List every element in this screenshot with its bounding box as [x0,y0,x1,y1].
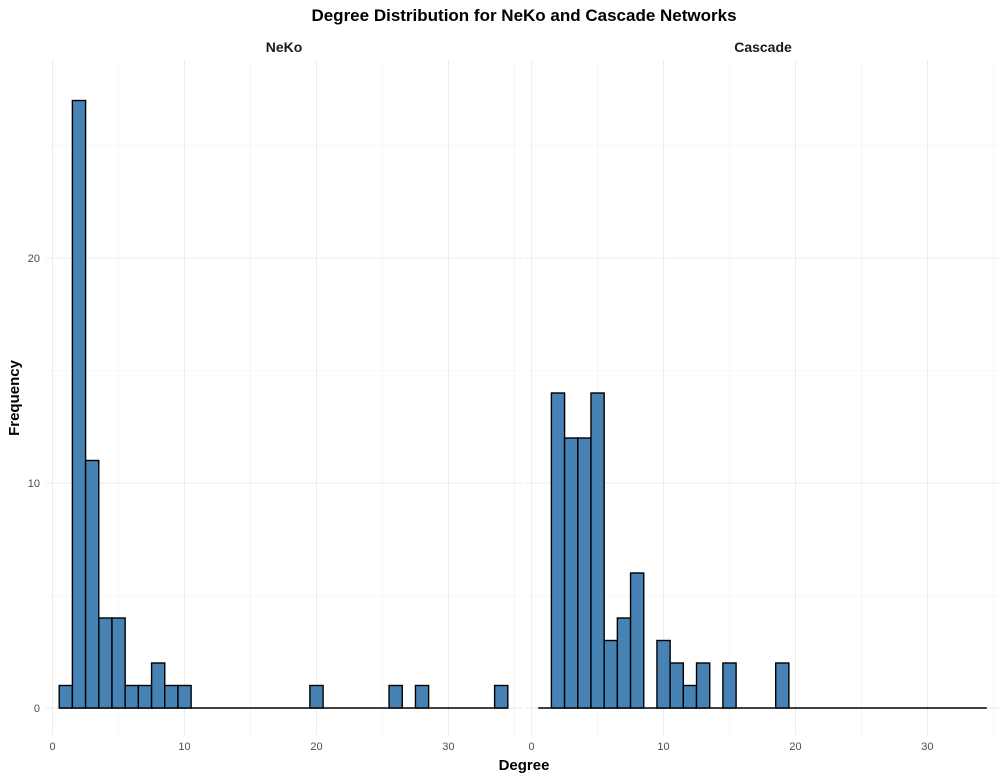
bars-neko [58,99,509,709]
histogram-bar [656,639,671,709]
histogram-bar [98,617,113,709]
panel-title-cascade: Cascade [734,39,792,55]
histogram-bar [695,662,711,709]
y-tick-label: 10 [28,478,40,490]
histogram-bar [603,639,619,709]
histogram-bar [111,617,126,709]
histogram-bar [563,437,579,709]
x-tick-label: 0 [50,741,56,753]
histogram-bar [164,684,179,709]
histogram-bar [616,617,632,709]
histogram-bar [722,662,737,709]
histogram-bar [84,459,100,709]
x-ticks-cascade: 0 10 20 30 [529,741,934,753]
histogram-bar [682,684,698,709]
x-ticks-neko: 0 10 20 30 [50,741,455,753]
x-axis-title: Degree [499,757,550,774]
panel-cascade: Cascade 0 10 20 30 [525,39,1000,753]
y-tick-label: 20 [28,253,40,265]
x-tick-label: 30 [921,741,933,753]
panel-title-neko: NeKo [266,39,303,55]
x-tick-label: 20 [789,741,801,753]
x-tick-label: 10 [657,741,669,753]
histogram-bar [577,437,592,709]
histogram-bar [58,684,74,709]
y-ticks-neko: 0 10 20 [28,253,40,715]
histogram-bar [550,392,566,709]
histogram-bar [388,684,403,709]
histogram-bar [150,662,166,709]
y-tick-label: 0 [34,703,40,715]
x-tick-label: 10 [178,741,190,753]
histogram-bar [629,572,645,709]
histogram-bar [414,684,430,709]
histogram-bar [124,684,140,709]
histogram-bar [71,99,87,709]
chart-title: Degree Distribution for NeKo and Cascade… [311,6,736,25]
histogram-bar [669,662,685,709]
x-tick-label: 0 [529,741,535,753]
y-axis-title: Frequency [6,359,23,436]
bars-cascade [538,392,987,709]
x-tick-label: 20 [310,741,322,753]
histogram-bar [493,684,509,709]
histogram-bar [590,392,605,709]
histogram-bar [177,684,192,709]
histogram-bar [309,684,324,709]
histogram-bar [774,662,790,709]
panel-neko: NeKo 0 10 20 30 0 10 20 [28,39,521,753]
histogram-bar [137,684,153,709]
x-tick-label: 30 [442,741,454,753]
